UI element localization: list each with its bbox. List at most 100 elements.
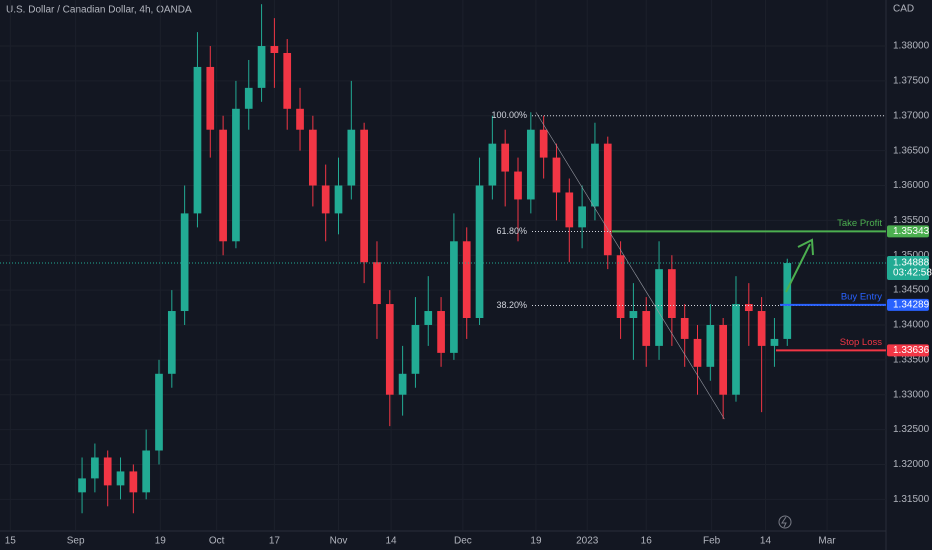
candle-body	[488, 143, 497, 186]
current-price-value: 1.34888	[893, 258, 930, 269]
y-tick-label: 1.37500	[893, 76, 930, 87]
candle-body	[552, 157, 561, 193]
candle-body	[565, 192, 574, 228]
candle-body	[360, 129, 368, 263]
trade-level-value: 1.33636	[893, 345, 930, 356]
fib-level-label: 61.80%	[496, 226, 527, 236]
candle-body	[142, 450, 151, 493]
candle-body	[91, 457, 99, 479]
candle-body	[103, 457, 112, 486]
candle-body	[437, 311, 445, 353]
candle-body	[309, 129, 317, 186]
candle-body	[668, 269, 676, 318]
candle-body	[462, 241, 471, 318]
candle-body	[219, 129, 227, 242]
trade-level-name: Take Profit	[837, 218, 882, 229]
currency-label: CAD	[893, 4, 914, 15]
candle-body	[232, 108, 240, 242]
y-tick-label: 1.35500	[893, 215, 930, 226]
x-tick-label: 15	[5, 536, 17, 547]
y-tick-label: 1.34000	[893, 320, 930, 331]
candle-body	[270, 46, 279, 53]
candle-body	[129, 471, 138, 493]
candle-body	[783, 263, 792, 339]
candle-body	[526, 129, 535, 200]
candle-body	[475, 185, 484, 318]
candle-body	[539, 129, 548, 158]
y-tick-label: 1.35000	[893, 250, 930, 261]
y-tick-label: 1.37000	[893, 110, 930, 121]
countdown: 03:42:58	[893, 268, 932, 279]
candle-body	[424, 311, 433, 325]
candle-body	[180, 213, 189, 312]
candle-body	[591, 143, 599, 207]
candle-body	[770, 338, 779, 346]
candle-body	[616, 255, 625, 318]
candle-body	[244, 87, 253, 109]
trade-level-value: 1.34289	[893, 299, 930, 310]
candle-body	[206, 66, 215, 130]
x-tick-label: Nov	[330, 536, 348, 547]
x-tick-label: 14	[386, 536, 398, 547]
candle-body	[78, 478, 86, 493]
candle-body	[732, 304, 740, 395]
x-tick-label: Feb	[703, 536, 721, 547]
fib-trend-line	[535, 112, 725, 420]
x-tick-label: Oct	[209, 536, 225, 547]
candle-body	[706, 324, 715, 367]
trade-level-value: 1.35343	[893, 226, 930, 237]
x-tick-label: 16	[641, 536, 653, 547]
x-tick-label: 17	[269, 536, 281, 547]
candle-body	[642, 311, 651, 346]
candle-body	[693, 338, 702, 367]
trade-level-tag	[887, 344, 929, 357]
candle-body	[450, 241, 458, 353]
candle-body	[501, 143, 510, 172]
trade-level-name: Stop Loss	[840, 337, 882, 348]
candle-body	[757, 311, 766, 346]
x-tick-label: Mar	[818, 536, 836, 547]
candle-body	[578, 206, 586, 228]
replay-icon-bolt	[781, 516, 787, 528]
x-tick-label: Sep	[67, 536, 85, 547]
trade-level-tag	[887, 298, 929, 311]
y-tick-label: 1.36500	[893, 145, 930, 156]
candle-body	[744, 304, 753, 312]
x-tick-label: 19	[155, 536, 167, 547]
current-price-tag	[887, 256, 929, 281]
fib-level-label: 100.00%	[491, 110, 527, 120]
trade-level-tag	[887, 225, 929, 238]
candle-body	[283, 53, 292, 109]
candle-body	[257, 46, 266, 88]
x-tick-label: 2023	[576, 536, 599, 547]
candle-body	[373, 262, 381, 305]
candle-body	[385, 304, 394, 395]
chart-title: U.S. Dollar / Canadian Dollar, 4h, OANDA	[6, 5, 192, 16]
x-tick-label: 14	[760, 536, 772, 547]
candle-body	[321, 185, 330, 214]
y-tick-label: 1.33500	[893, 354, 930, 365]
y-tick-label: 1.31500	[893, 494, 930, 505]
candle-body	[193, 66, 202, 214]
candle-body	[629, 311, 638, 318]
candle-body	[719, 324, 728, 395]
y-tick-label: 1.32500	[893, 424, 930, 435]
y-tick-label: 1.34500	[893, 285, 930, 296]
trade-level-name: Buy Entry	[841, 291, 882, 302]
candle-body	[411, 324, 420, 374]
y-tick-label: 1.36000	[893, 180, 930, 191]
x-tick-label: Dec	[454, 536, 472, 547]
candle-body	[334, 185, 343, 214]
replay-icon	[778, 515, 792, 529]
candle-body	[296, 108, 304, 130]
x-tick-label: 19	[530, 536, 542, 547]
candle-body	[655, 269, 663, 346]
candle-body	[167, 311, 176, 374]
candle-body	[514, 171, 522, 200]
candle-body	[116, 471, 125, 486]
candle-body	[155, 373, 163, 451]
candle-body	[398, 373, 407, 395]
candle-body	[680, 318, 689, 339]
